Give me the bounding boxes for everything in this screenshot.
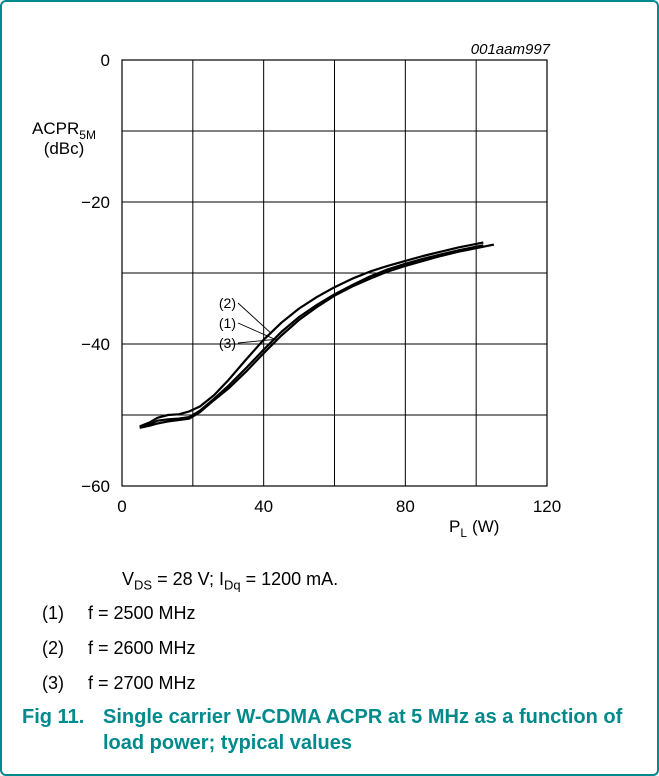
y-axis-label-sub: 5M [79, 128, 96, 142]
x-axis-label: PL (W) [449, 517, 499, 540]
note-text: f = 2600 MHz [88, 638, 196, 658]
x-axis-label-main: P [449, 517, 460, 536]
x-axis-unit: (W) [472, 517, 499, 536]
cond-idq-rest: = 1200 mA. [240, 569, 339, 589]
note-number: (1) [42, 603, 64, 623]
series-line-2 [139, 241, 484, 428]
chart-ticks: 0 −20 −40 −60 0 40 80 120 [81, 51, 561, 516]
chart-annotations: (2) (1) (3) [219, 295, 278, 351]
y-axis-label-main: ACPR [32, 119, 79, 138]
acpr-chart: (2) (1) (3) 0 −20 −40 −60 0 40 80 120 001aam997 A… [32, 41, 561, 540]
y-tick-label: −60 [81, 477, 110, 496]
x-axis-label-sub: L [460, 526, 467, 540]
note-3: (3) f = 2700 MHz [42, 673, 196, 694]
y-axis-label: ACPR5M [32, 119, 96, 142]
cond-vds-symbol: V [122, 569, 135, 589]
y-tick-label: −20 [81, 193, 110, 212]
x-tick-label: 40 [254, 497, 273, 516]
series-line-1 [139, 244, 484, 429]
note-number: (3) [42, 673, 64, 693]
cond-vds-sub: DS [134, 577, 153, 593]
annotation-leader [237, 302, 272, 334]
y-axis-unit: (dBc) [44, 139, 85, 158]
chart-grid [121, 59, 548, 487]
test-conditions: VDS = 28 V; IDq = 1200 mA. [122, 569, 338, 593]
annotation-leader [237, 338, 278, 344]
cond-vds-rest: = 28 V; I [152, 569, 224, 589]
y-tick-label: 0 [101, 51, 110, 70]
figure-id: 001aam997 [471, 41, 551, 58]
note-2: (2) f = 2600 MHz [42, 638, 196, 659]
x-tick-label: 120 [533, 497, 561, 516]
annotation-label: (3) [219, 335, 236, 351]
annotation-label: (1) [219, 315, 236, 331]
x-tick-label: 80 [396, 497, 415, 516]
note-1: (1) f = 2500 MHz [42, 603, 196, 624]
note-text: f = 2700 MHz [88, 673, 196, 693]
cond-idq-sub: Dq [223, 577, 241, 593]
x-tick-label: 0 [117, 497, 126, 516]
series-line-3 [139, 243, 495, 429]
note-text: f = 2500 MHz [88, 603, 196, 623]
plot-border [121, 59, 548, 487]
caption-text: Single carrier W-CDMA ACPR at 5 MHz as a… [103, 706, 623, 754]
y-tick-label: −40 [81, 335, 110, 354]
annotation-label: (2) [219, 295, 236, 311]
annotation-leader [237, 322, 275, 340]
chart-series [139, 241, 495, 429]
note-number: (2) [42, 638, 64, 658]
caption-number: Fig 11. [22, 706, 85, 728]
